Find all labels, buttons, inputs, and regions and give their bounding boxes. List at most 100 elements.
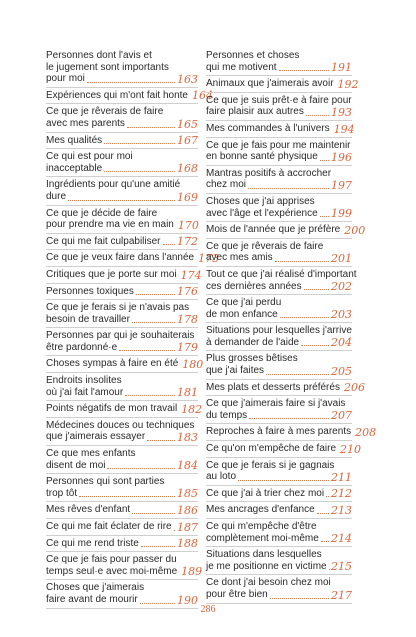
toc-entry: Ce que je décide de faire pour prendre ma… xyxy=(46,206,199,234)
toc-entry-title-line: Ce que je veux faire dans l'année xyxy=(46,252,195,264)
dot-leader xyxy=(68,199,175,201)
toc-entry-title-line: Ce que j'aimerais faire si j'avais xyxy=(206,398,346,410)
toc-entry-page: 167 xyxy=(177,134,198,148)
toc-entry-title-line: Choses que j'ai apprises xyxy=(206,195,315,207)
toc-entry: Situations dans lesquelles je me position… xyxy=(206,547,352,576)
toc-entry-title-line: je me positionne en victime xyxy=(206,560,327,572)
toc-entry-title-line: Ce qu'on m'empêche de faire xyxy=(206,443,337,455)
toc-entry-title-line: Situations pour lesquelles j'arrive xyxy=(206,325,352,337)
toc-entry: Mes plats et desserts préférés 206 xyxy=(206,380,365,397)
toc-entry-title-line: Ce qui m'empêche d'être xyxy=(206,521,317,532)
toc-entry-title-line: être pardonné·e xyxy=(46,341,118,353)
toc-entry-page: 214 xyxy=(331,532,352,546)
toc-entry-page: 211 xyxy=(331,470,352,484)
toc-entry-title-line: Ce qui me fait culpabiliser xyxy=(46,235,161,247)
toc-entry: Ce qui m'empêche d'être complètement moi-… xyxy=(206,519,352,548)
dot-leader xyxy=(125,394,175,397)
toc-entry: Choses que j'ai apprises avec l'âge et l'… xyxy=(206,194,352,223)
toc-entry-page: 202 xyxy=(331,280,352,294)
toc-entry: Ce que je suis prêt·e à faire pour faire … xyxy=(206,93,352,121)
toc-entry: Critiques que je porte sur moi 174 xyxy=(46,267,202,284)
toc-entry: Expériences qui m'ont fait honte 164 xyxy=(46,88,213,105)
toc-entry: Reproches à faire à mes parents 208 xyxy=(206,424,376,442)
toc-column-left: Personnes dont l'avis et le jugement sont… xyxy=(46,48,219,609)
dot-leader xyxy=(104,170,175,173)
toc-entry: Ce que mes enfants disent de moi 184 xyxy=(46,446,198,475)
dot-leader xyxy=(140,545,175,548)
toc-entry-title-line: Mes qualités xyxy=(46,134,103,146)
dot-leader xyxy=(147,439,175,442)
toc-entry-title-line: à demander de l'aide xyxy=(206,336,300,348)
dot-leader xyxy=(316,512,329,514)
toc-entry-title-line: faire plaisir aux autres xyxy=(206,106,304,118)
dot-leader xyxy=(139,602,175,604)
toc-entry-title-line: qui me motivent xyxy=(206,61,277,73)
toc-entry: Médecines douces ou techniques que j'aime… xyxy=(46,418,198,447)
toc-entry-page: 180 xyxy=(182,358,204,372)
dot-leader xyxy=(104,142,175,145)
toc-entry-page: 178 xyxy=(177,313,198,327)
toc-entry-title-line: Choses que j'aimerais xyxy=(46,582,145,594)
toc-entry-title-line: Ce que j'ai à trier chez moi xyxy=(206,487,325,499)
toc-entry-page: 193 xyxy=(331,105,352,119)
toc-entry: Ce que je fais pour passer du temps seul·… xyxy=(46,552,202,581)
toc-entry-page: 189 xyxy=(181,565,203,579)
toc-entry-page: 165 xyxy=(177,117,198,131)
toc-entry-page: 185 xyxy=(177,487,198,501)
toc-entry-title-line: que j'ai faites xyxy=(206,365,265,377)
toc-entry: Choses sympas à faire en été 180 xyxy=(46,356,203,374)
toc-entry: Ce que j'ai à trier chez moi 212 xyxy=(206,486,352,503)
toc-entry-page: 187 xyxy=(177,520,198,534)
toc-entry-title-line: Ce que je décide de faire xyxy=(46,207,158,219)
toc-entry: Ce que je rêverais de faire avec mes amis… xyxy=(206,239,352,267)
toc-entry-title-line: avec l'âge et l'expérience xyxy=(206,207,318,219)
toc-entry: Animaux que j'aimerais avoir 192 xyxy=(206,76,359,93)
toc-entry-title-line: Animaux que j'aimerais avoir xyxy=(206,78,334,90)
toc-entry-page: 206 xyxy=(343,381,365,395)
toc-entry-page: 191 xyxy=(331,61,352,75)
toc-entry: Mes rêves d'enfant 186 xyxy=(46,502,198,519)
toc-entry-title-line: Choses sympas à faire en été xyxy=(46,358,179,370)
toc-entry-title-line: ces dernières années xyxy=(206,280,302,292)
toc-entry-title-line: Ce que je rêverais de faire xyxy=(206,240,324,252)
toc-entry-title-line: Reproches à faire à mes parents xyxy=(206,426,352,438)
toc-entry: Mois de l'année que je préfère 200 xyxy=(206,222,365,239)
toc-entry-title-line: temps seul·e avec moi-même xyxy=(46,565,178,577)
toc-entry: Mes qualités 167 xyxy=(46,133,198,150)
toc-entry: Ce qui est pour moi inacceptable 168 xyxy=(46,149,198,178)
toc-entry-page: 179 xyxy=(177,341,198,355)
toc-entry-title-line: de mon enfance xyxy=(206,308,278,320)
dot-leader xyxy=(135,293,175,296)
page-number: 286 xyxy=(200,604,216,615)
toc-entry-title-line: Tout ce que j'ai réalisé d'important xyxy=(206,268,357,280)
dot-leader xyxy=(274,260,329,262)
toc-entry-page: 210 xyxy=(340,442,362,456)
toc-entry-title-line: trop tôt xyxy=(46,487,78,499)
toc-entry-title-line: où j'ai fait l'amour xyxy=(46,386,124,398)
toc-entry-title-line: au loto xyxy=(206,471,237,483)
toc-entry-page: 215 xyxy=(331,560,352,574)
toc-entry: Personnes toxiques 176 xyxy=(46,284,198,301)
toc-entry: Ce qui me fait éclater de rire 187 xyxy=(46,519,198,536)
toc-entry-page: 182 xyxy=(181,402,203,416)
toc-entry-title-line: Critiques que je porte sur moi xyxy=(46,268,177,280)
toc-entry: Mantras positifs à accrocher chez moi 197 xyxy=(206,166,352,194)
toc-entry-title-line: Ce que je fais pour passer du xyxy=(46,554,177,566)
toc-entry-title-line: Ingrédients pour qu'une amitié xyxy=(46,179,181,191)
toc-entry: Personnes et choses qui me motivent 191 xyxy=(206,48,352,77)
toc-entry-page: 169 xyxy=(177,190,198,204)
dot-leader xyxy=(305,114,329,116)
toc-entry-page: 197 xyxy=(331,178,352,192)
toc-entry: Ce qui me rend triste 188 xyxy=(46,536,198,553)
toc-entry: Situations pour lesquelles j'arrive à dem… xyxy=(206,323,352,352)
toc-entry-title-line: pour prendre ma vie en main xyxy=(46,219,174,231)
toc-entry-title-line: Personnes qui sont parties xyxy=(46,476,165,488)
toc-entry-title-line: Personnes dont l'avis et xyxy=(46,50,152,61)
toc-entry-page: 194 xyxy=(333,122,355,136)
toc-entry-page: 176 xyxy=(177,285,198,299)
toc-entry: Personnes dont l'avis et le jugement sont… xyxy=(46,48,198,88)
toc-entry: Tout ce que j'ai réalisé d'important ces … xyxy=(206,267,357,296)
toc-entry: Choses que j'aimerais faire avant de mour… xyxy=(46,580,198,609)
dot-leader xyxy=(326,495,329,498)
toc-entry-page: 212 xyxy=(331,487,352,501)
